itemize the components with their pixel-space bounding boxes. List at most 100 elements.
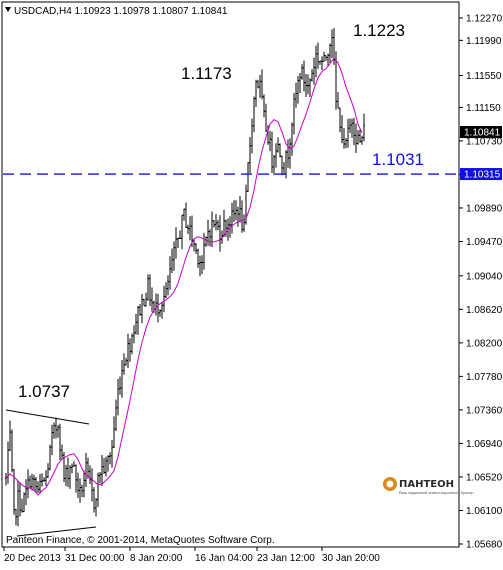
ohlc-bar (21, 498, 23, 513)
ohlc-bar (231, 202, 233, 234)
ohlc-bar (351, 118, 353, 138)
ohlc-bar (181, 214, 183, 250)
ohlc-bar (313, 57, 315, 85)
ohlc-bar (55, 417, 57, 439)
ohlc-bar (175, 227, 177, 259)
ohlc-bar (97, 472, 99, 507)
ohlc-bar (87, 457, 89, 479)
ohlc-bar (93, 487, 95, 513)
ohlc-bar (301, 64, 303, 80)
ohlc-bar (263, 94, 265, 118)
ohlc-bar (73, 461, 75, 467)
ohlc-bar (77, 472, 79, 499)
ohlc-bar (137, 305, 139, 335)
ohlc-bar (291, 122, 293, 156)
ohlc-bar (205, 236, 207, 247)
ohlc-bar (71, 463, 73, 474)
ohlc-bar (121, 360, 123, 398)
ohlc-bar (331, 29, 333, 59)
logo-tagline: Ваш надежный инвестиционный брокер (399, 490, 474, 495)
ytick-label: 1.06940 (466, 439, 503, 450)
current-price-tag (460, 126, 502, 139)
ohlc-bar (39, 473, 41, 494)
time-axis: 20 Dec 2013 31 Dec 00:00 8 Jan 20:00 16 Jan… (3, 547, 380, 564)
ohlc-bar (261, 69, 263, 100)
ohlc-bar (257, 79, 259, 89)
panteon-logo: ПАНТЕОН Ваш надежный инвестиционный брок… (383, 477, 474, 495)
ohlc-bar (141, 294, 143, 324)
ohlc-bar (305, 74, 307, 97)
ohlc-bar (337, 92, 339, 109)
ohlc-bar (307, 74, 309, 95)
ohlc-bar (23, 492, 25, 513)
ohlc-bar (49, 444, 51, 471)
ohlc-bar (29, 475, 31, 489)
ohlc-bar (45, 470, 47, 487)
ohlc-bar (63, 452, 65, 483)
ohlc-bar (233, 200, 235, 222)
moving-average-line (5, 57, 363, 496)
xtick-label: 31 Dec 00:00 (65, 553, 125, 564)
ohlc-bar (11, 429, 13, 473)
ohlc-bar (319, 60, 321, 65)
ohlc-bar (157, 293, 159, 323)
ytick-label: 1.06520 (466, 472, 503, 483)
ytick-label: 1.11550 (466, 71, 502, 82)
ohlc-bar (239, 196, 241, 223)
xtick-label: 20 Dec 2013 (4, 553, 61, 564)
upper-trendline (5, 409, 90, 425)
ohlc-bar (201, 255, 203, 275)
ohlc-bar (103, 458, 105, 474)
ohlc-bar (311, 69, 313, 82)
ohlc-bar (295, 82, 297, 108)
ohlc-bar (293, 93, 295, 135)
ohlc-bar (249, 136, 251, 174)
symbol-header: USDCAD,H4 1.10923 1.10978 1.10807 1.1084… (14, 6, 228, 17)
ohlc-bar (211, 211, 213, 247)
ohlc-bar (149, 274, 151, 306)
ohlc-bar (127, 333, 129, 368)
ohlc-bar (315, 45, 317, 78)
ohlc-bar (57, 424, 59, 438)
ohlc-bar (35, 476, 37, 493)
ohlc-bar (253, 96, 255, 133)
price-annotations: 1.0737 1.1173 1.1223 1.1031 (18, 21, 424, 401)
ohlc-bar (151, 287, 153, 312)
price-annotation: 1.1223 (353, 21, 405, 40)
ohlc-bar (171, 248, 173, 274)
ohlc-bar (51, 424, 53, 456)
ohlc-bar (33, 474, 35, 491)
ytick-label: 1.08620 (466, 305, 503, 316)
copyright-text: Panteon Finance, © 2001-2014, MetaQuotes… (6, 535, 275, 546)
ohlc-bar (281, 155, 283, 176)
ohlc-bar (363, 113, 365, 142)
ohlc-bar (53, 422, 55, 439)
ohlc-bar (69, 465, 71, 489)
ohlc-bar (355, 123, 357, 153)
ohlc-bar (89, 465, 91, 485)
ohlc-bar (241, 200, 243, 233)
xtick-label: 8 Jan 20:00 (130, 553, 183, 564)
ohlc-bar (215, 213, 217, 231)
ohlc-bar (207, 219, 209, 246)
ohlc-bar (195, 242, 197, 255)
ohlc-bar (31, 473, 33, 491)
ytick-label: 1.07780 (466, 372, 503, 383)
ytick-label: 1.06100 (466, 506, 503, 517)
price-annotation: 1.0737 (18, 382, 70, 401)
ohlc-bar (129, 338, 131, 362)
ohlc-bar (27, 469, 29, 499)
ohlc-bar (37, 481, 39, 494)
ohlc-bar (179, 230, 181, 239)
ohlc-bar (271, 131, 273, 173)
ytick-label: 1.09470 (466, 237, 503, 248)
price-bars (5, 28, 365, 527)
xtick-label: 16 Jan 04:00 (195, 553, 253, 564)
ohlc-bar (67, 457, 69, 488)
ohlc-bar (279, 143, 281, 158)
ohlc-bar (341, 115, 343, 144)
ohlc-bar (289, 138, 291, 169)
ohlc-bar (79, 478, 81, 503)
chart-header: USDCAD,H4 1.10923 1.10978 1.10807 1.1084… (5, 6, 228, 17)
